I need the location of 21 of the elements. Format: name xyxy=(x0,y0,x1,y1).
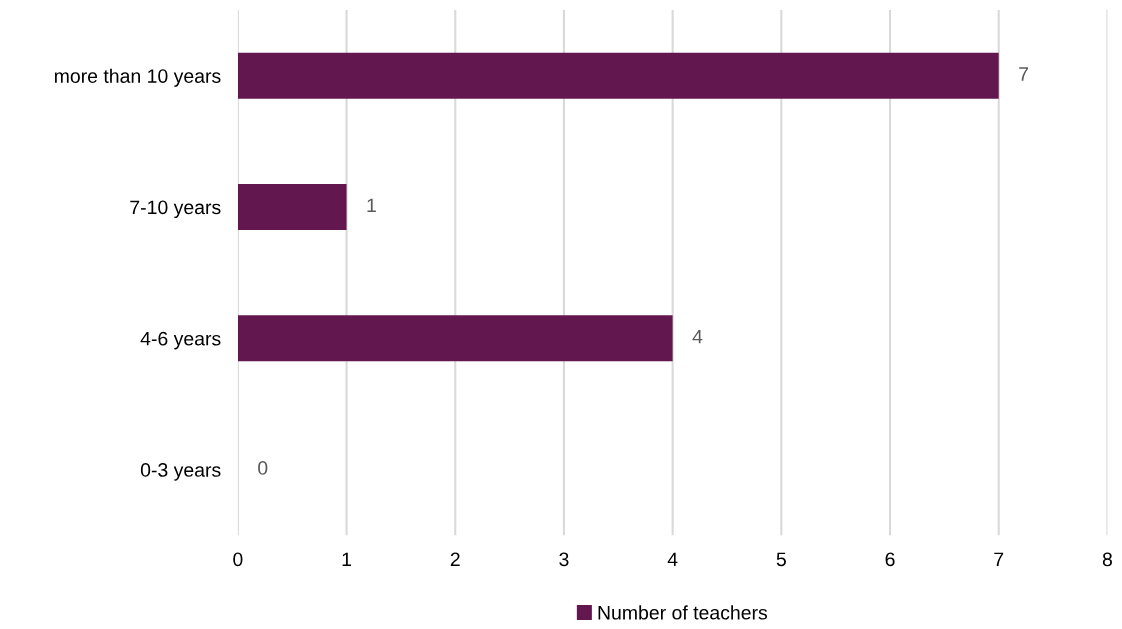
x-tick-label: 6 xyxy=(885,552,895,567)
data-label: 7 xyxy=(1019,67,1028,81)
x-tick-label: 3 xyxy=(559,552,569,567)
data-label: 0 xyxy=(258,461,268,475)
bar xyxy=(237,315,673,362)
x-tick-label: 0 xyxy=(233,552,243,567)
y-tick-label: 7-10 years xyxy=(130,200,221,219)
x-tick-label: 5 xyxy=(776,552,786,567)
bar xyxy=(237,52,999,99)
x-tick-label: 8 xyxy=(1102,552,1112,567)
data-label: 4 xyxy=(692,329,703,344)
y-tick-label: 4-6 years xyxy=(140,331,221,350)
y-tick-label: more than 10 years xyxy=(54,68,221,87)
data-label: 1 xyxy=(367,198,376,213)
x-tick-label: 2 xyxy=(450,552,460,567)
bar xyxy=(237,184,347,230)
x-tick-label: 1 xyxy=(342,552,352,567)
x-tick-label: 7 xyxy=(994,552,1004,567)
x-tick-label: 4 xyxy=(667,552,678,567)
legend-label: Number of teachers xyxy=(598,605,768,620)
y-tick-label: 0-3 years xyxy=(140,463,221,481)
